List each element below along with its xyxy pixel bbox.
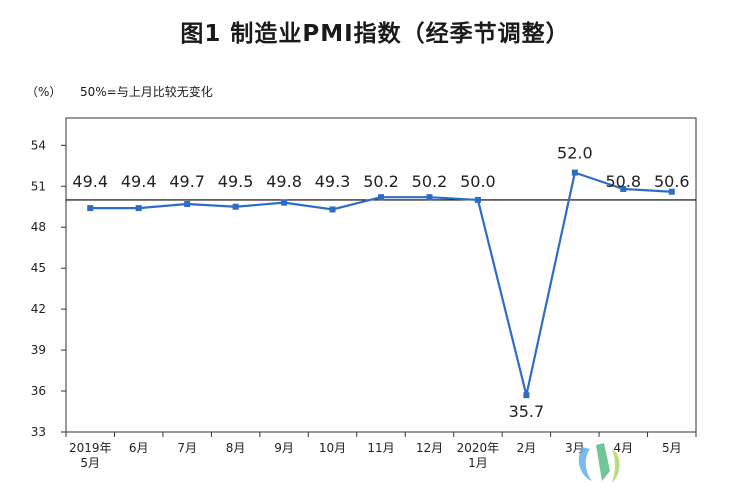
data-point-marker <box>87 205 94 212</box>
data-label: 50.6 <box>654 172 690 191</box>
data-point-marker <box>232 203 239 210</box>
y-tick-label: 33 <box>31 425 46 439</box>
y-tick-label: 48 <box>31 220 46 234</box>
x-tick-label: 3月 <box>565 441 585 455</box>
data-point-marker <box>620 185 627 192</box>
y-unit-label: （%） <box>26 85 62 99</box>
watermark-logo <box>578 443 620 483</box>
data-label: 50.2 <box>412 172 448 191</box>
data-label: 50.0 <box>460 172 496 191</box>
x-tick-label: 8月 <box>226 441 246 455</box>
data-label: 50.2 <box>363 172 399 191</box>
x-tick-label: 5月 <box>80 456 100 470</box>
data-label: 49.3 <box>315 172 351 191</box>
x-tick-label: 10月 <box>319 441 346 455</box>
data-point-marker <box>426 194 433 201</box>
x-tick-label: 7月 <box>177 441 197 455</box>
data-point-marker <box>668 188 675 195</box>
data-point-marker <box>281 199 288 206</box>
x-tick-label: 4月 <box>613 441 633 455</box>
x-tick-label: 1月 <box>468 456 488 470</box>
y-tick-label: 36 <box>31 384 46 398</box>
data-label: 49.5 <box>218 172 254 191</box>
y-tick-label: 42 <box>31 302 46 316</box>
data-label: 49.4 <box>72 172 108 191</box>
pmi-series-line <box>90 171 672 397</box>
data-point-marker <box>571 169 578 176</box>
x-tick-label: 2019年 <box>69 441 112 455</box>
x-tick-label: 6月 <box>129 441 149 455</box>
data-point-marker <box>474 196 481 203</box>
data-label: 50.8 <box>605 172 641 191</box>
x-tick-label: 11月 <box>367 441 394 455</box>
x-tick-label: 5月 <box>662 441 682 455</box>
x-tick-label: 12月 <box>416 441 443 455</box>
reference-note: 50%=与上月比较无变化 <box>80 85 213 99</box>
data-point-marker <box>523 392 530 399</box>
data-point-marker <box>135 205 142 212</box>
data-label: 35.7 <box>509 402 545 421</box>
data-label: 52.0 <box>557 144 593 163</box>
y-tick-label: 51 <box>31 179 46 193</box>
chart-title: 图1 制造业PMI指数（经季节调整） <box>180 21 570 47</box>
x-tick-label: 9月 <box>274 441 294 455</box>
y-tick-label: 45 <box>31 261 46 275</box>
plot-frame <box>65 117 697 433</box>
data-point-marker <box>184 201 191 208</box>
y-tick-label: 54 <box>31 138 46 152</box>
x-tick-label: 2月 <box>517 441 537 455</box>
data-point-marker <box>329 206 336 213</box>
data-label: 49.7 <box>169 172 205 191</box>
y-tick-label: 39 <box>31 343 46 357</box>
x-tick-label: 2020年 <box>457 441 500 455</box>
data-label: 49.4 <box>121 172 157 191</box>
data-label: 49.8 <box>266 172 302 191</box>
data-point-marker <box>378 194 384 201</box>
